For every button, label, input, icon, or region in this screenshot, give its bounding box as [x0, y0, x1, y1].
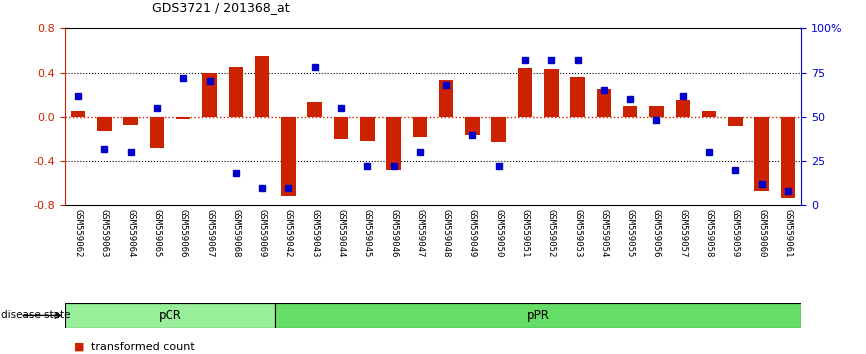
Bar: [465, 117, 480, 135]
Text: GSM559043: GSM559043: [310, 209, 320, 257]
Bar: [643, 28, 669, 205]
Bar: [512, 28, 538, 205]
Text: GSM559061: GSM559061: [784, 209, 792, 257]
Bar: [650, 106, 663, 117]
Text: GSM559063: GSM559063: [100, 209, 109, 257]
Text: transformed count: transformed count: [91, 342, 195, 352]
Text: GSM559046: GSM559046: [389, 209, 398, 257]
Bar: [307, 102, 322, 117]
Bar: [301, 28, 328, 205]
Text: GSM559051: GSM559051: [520, 209, 529, 257]
Bar: [124, 117, 138, 125]
Bar: [775, 28, 801, 205]
Bar: [748, 28, 775, 205]
Text: GSM559042: GSM559042: [284, 209, 293, 257]
Text: GSM559047: GSM559047: [416, 209, 424, 257]
Bar: [360, 117, 374, 141]
Bar: [249, 28, 275, 205]
Text: GSM559069: GSM559069: [257, 209, 267, 257]
Text: GSM559054: GSM559054: [599, 209, 609, 257]
Text: GSM559056: GSM559056: [652, 209, 661, 257]
Text: GSM559068: GSM559068: [231, 209, 241, 257]
Text: pPR: pPR: [527, 309, 549, 322]
Bar: [65, 303, 275, 328]
Bar: [669, 28, 696, 205]
Bar: [255, 56, 269, 117]
Bar: [459, 28, 486, 205]
Bar: [407, 28, 433, 205]
Bar: [617, 28, 643, 205]
Text: GSM559067: GSM559067: [205, 209, 214, 257]
Bar: [275, 303, 801, 328]
Bar: [223, 28, 249, 205]
Text: GSM559050: GSM559050: [494, 209, 503, 257]
Bar: [229, 67, 243, 117]
Bar: [144, 28, 170, 205]
Text: GSM559062: GSM559062: [74, 209, 82, 257]
Bar: [565, 28, 591, 205]
Bar: [544, 69, 559, 117]
Text: pCR: pCR: [158, 309, 181, 322]
Bar: [386, 117, 401, 170]
Text: GSM559058: GSM559058: [705, 209, 714, 257]
Text: GSM559045: GSM559045: [363, 209, 372, 257]
Text: GSM559060: GSM559060: [757, 209, 766, 257]
Bar: [538, 28, 565, 205]
Text: GSM559066: GSM559066: [178, 209, 188, 257]
Bar: [380, 28, 407, 205]
Bar: [71, 111, 86, 117]
Bar: [118, 28, 144, 205]
Text: ■: ■: [74, 342, 84, 352]
Bar: [571, 77, 585, 117]
Bar: [675, 100, 690, 117]
Bar: [354, 28, 380, 205]
Text: GSM559049: GSM559049: [468, 209, 477, 257]
Bar: [203, 73, 216, 117]
Text: disease state: disease state: [1, 310, 70, 320]
Text: GDS3721 / 201368_at: GDS3721 / 201368_at: [152, 1, 289, 14]
Bar: [176, 117, 191, 119]
Bar: [433, 28, 459, 205]
Bar: [412, 117, 427, 137]
Bar: [150, 117, 165, 148]
Bar: [492, 117, 506, 142]
Bar: [281, 117, 295, 196]
Text: GSM559064: GSM559064: [126, 209, 135, 257]
Bar: [197, 28, 223, 205]
Bar: [486, 28, 512, 205]
Bar: [97, 117, 112, 131]
Bar: [754, 117, 769, 191]
Bar: [591, 28, 617, 205]
Text: GSM559044: GSM559044: [337, 209, 346, 257]
Bar: [701, 111, 716, 117]
Bar: [439, 80, 454, 117]
Bar: [780, 117, 795, 198]
Text: GSM559057: GSM559057: [678, 209, 688, 257]
Bar: [518, 68, 533, 117]
Text: GSM559059: GSM559059: [731, 209, 740, 257]
Bar: [696, 28, 722, 205]
Text: GSM559048: GSM559048: [442, 209, 450, 257]
Text: GSM559052: GSM559052: [546, 209, 556, 257]
Bar: [728, 117, 742, 126]
Text: GSM559053: GSM559053: [573, 209, 582, 257]
Text: GSM559065: GSM559065: [152, 209, 161, 257]
Bar: [333, 117, 348, 139]
Bar: [65, 28, 91, 205]
Text: GSM559055: GSM559055: [625, 209, 635, 257]
Bar: [91, 28, 118, 205]
Bar: [597, 89, 611, 117]
Bar: [275, 28, 301, 205]
Bar: [722, 28, 748, 205]
Bar: [328, 28, 354, 205]
Bar: [623, 106, 637, 117]
Bar: [170, 28, 197, 205]
